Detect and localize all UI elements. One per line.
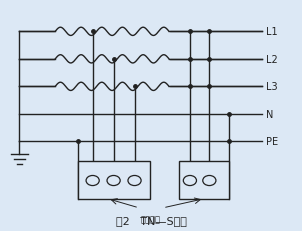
Text: 图2   TN—S系统: 图2 TN—S系统 [116, 215, 186, 225]
Text: 金属外壳: 金属外壳 [141, 215, 161, 224]
Text: L2: L2 [266, 55, 278, 64]
Text: L1: L1 [266, 27, 278, 37]
Text: L3: L3 [266, 82, 278, 92]
Bar [78, 161, 149, 199]
Text: N: N [266, 109, 274, 119]
Bar [179, 161, 229, 199]
Text: PE: PE [266, 137, 278, 147]
